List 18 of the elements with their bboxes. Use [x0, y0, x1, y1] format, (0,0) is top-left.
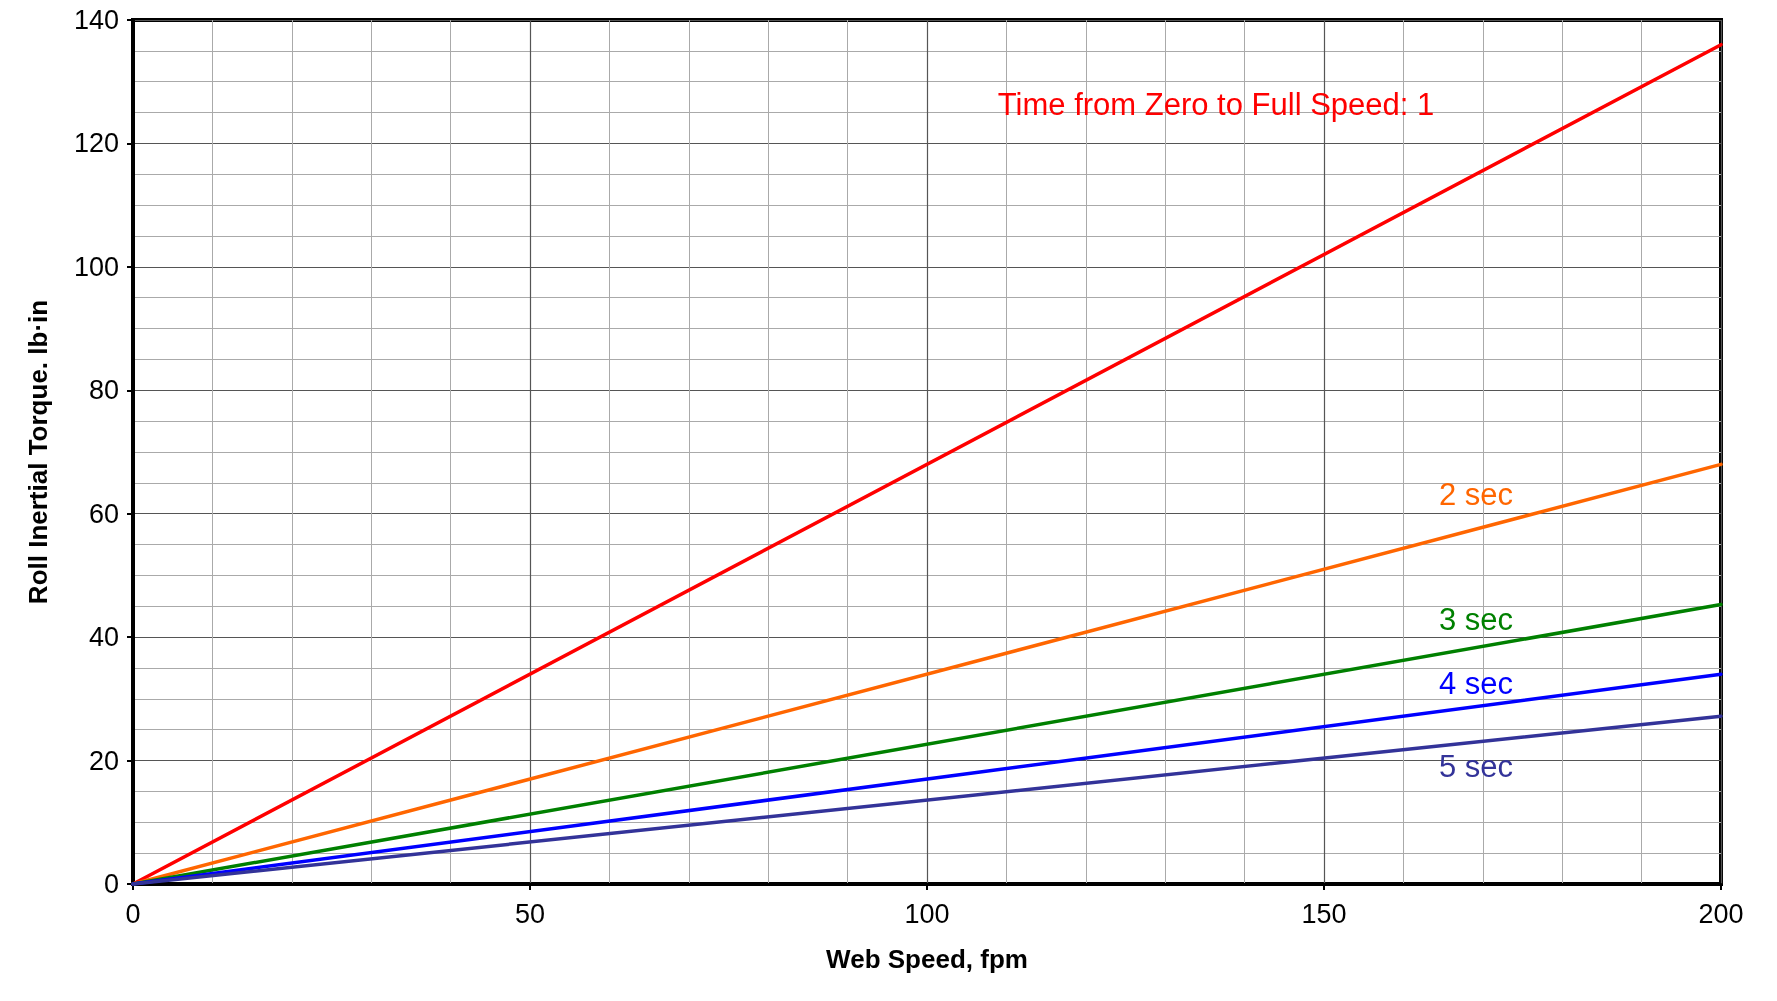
x-tick-label: 50: [514, 898, 546, 929]
series-label: 4 sec: [1438, 665, 1514, 701]
y-tick-label: 40: [88, 622, 119, 653]
y-tick-label: 100: [73, 251, 119, 282]
x-axis-title: Web Speed, fpm: [826, 944, 1028, 974]
y-tick-label: 60: [88, 498, 119, 529]
y-tick-label: 120: [73, 128, 119, 159]
x-tick-label: 100: [904, 898, 950, 929]
x-tick-label: 200: [1698, 898, 1744, 929]
y-axis-title: Roll Inertial Torque. lb·in: [23, 299, 53, 605]
y-tick-label: 80: [88, 375, 119, 406]
y-tick-label: 0: [103, 869, 119, 899]
y-tick-label: 20: [88, 745, 119, 776]
x-tick-label: 0: [125, 898, 141, 929]
x-tick-label: 150: [1301, 898, 1347, 929]
y-tick-label: 140: [73, 5, 119, 35]
series-label: 2 sec: [1438, 476, 1514, 512]
series-label: 3 sec: [1438, 601, 1514, 637]
